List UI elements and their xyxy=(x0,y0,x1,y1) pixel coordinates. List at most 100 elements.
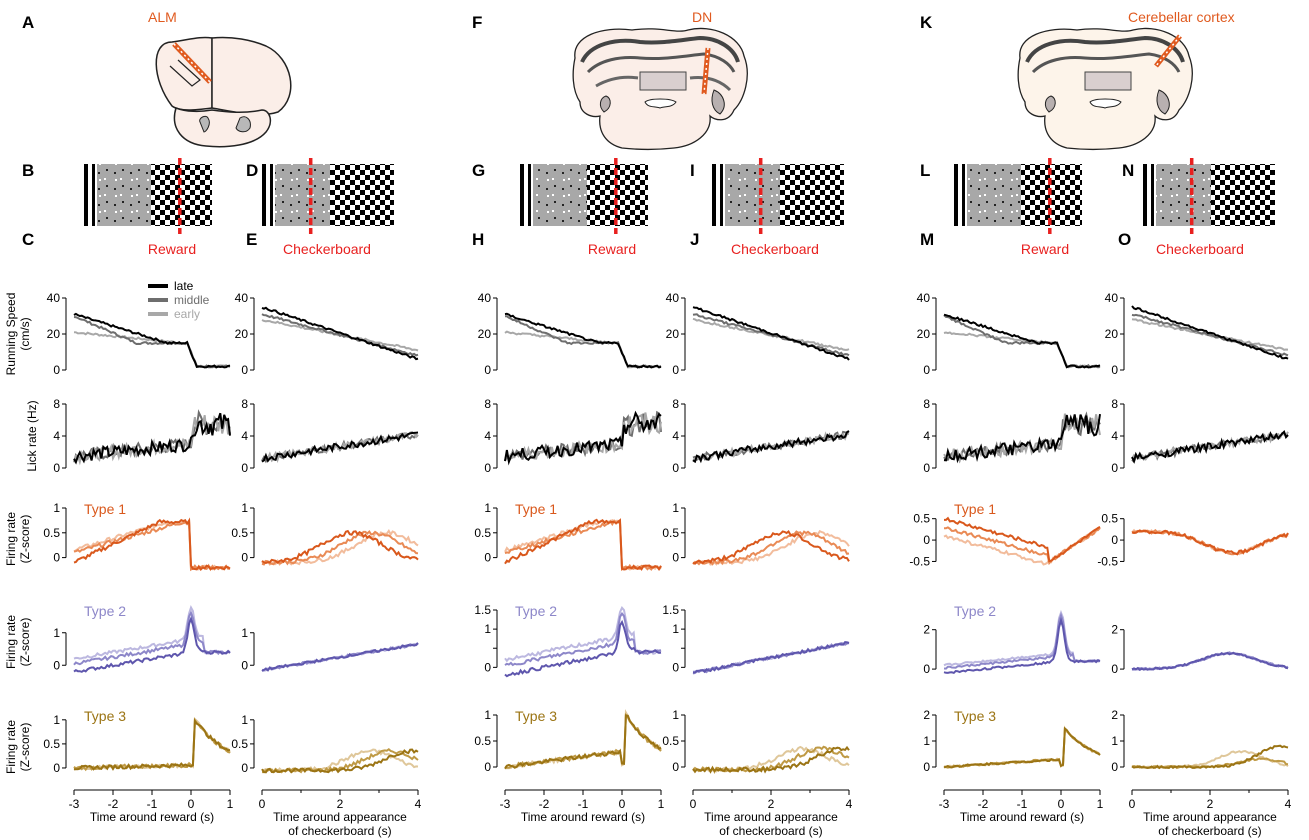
x-tick-label: 0 xyxy=(259,797,266,811)
y-tick-label: 0.5 xyxy=(231,737,248,751)
wall-bar xyxy=(712,164,716,226)
y-tick-label: 0 xyxy=(484,760,491,774)
y-tick-label: 40 xyxy=(666,291,680,305)
panel-letter-E: E xyxy=(246,230,257,249)
series-line xyxy=(261,431,419,463)
type-label: Type 2 xyxy=(84,603,126,619)
y-tick-label: 0 xyxy=(1111,363,1118,377)
subplot-dn-speed-reward: 0 20 40 xyxy=(478,291,662,377)
y-tick-label: 40 xyxy=(478,291,492,305)
subplot-dn-t1-checker: 00.51 xyxy=(662,501,850,566)
y-tick-label: 0 xyxy=(53,761,60,775)
y-tick-label: 0 xyxy=(484,660,491,674)
y-tick-label: 40 xyxy=(235,291,249,305)
y-tick-label: 20 xyxy=(917,327,931,341)
wall-bar xyxy=(1143,164,1147,226)
series-line xyxy=(943,609,1100,667)
subplot-alm-lick-reward: 0 4 8 xyxy=(53,397,231,475)
corridor-schematic: Checkerboard xyxy=(1143,158,1275,257)
x-tick-label: 4 xyxy=(415,797,422,811)
y-tick-label: 0 xyxy=(672,363,679,377)
random-dot-section xyxy=(97,164,151,226)
y-tick-label: 0 xyxy=(923,662,930,676)
series-line xyxy=(504,519,662,572)
y-tick-label: 0 xyxy=(241,761,248,775)
y-tick-label: 1 xyxy=(241,626,248,640)
type-label: Type 2 xyxy=(515,603,557,619)
y-tick-label: 0 xyxy=(53,658,60,672)
y-tick-label: 0 xyxy=(53,551,60,565)
subplot-cc-t1-checker: -0.5 0 0.5 xyxy=(1097,512,1289,568)
series-line xyxy=(73,717,231,771)
x-tick-label: -2 xyxy=(539,797,550,811)
y-tick-label: 1 xyxy=(1111,734,1118,748)
y-tick-label: 4 xyxy=(1111,429,1118,443)
y-axis-title: (Z-score) xyxy=(18,515,32,564)
series-line xyxy=(1131,651,1289,672)
random-dot-section xyxy=(275,164,330,226)
y-axis-title: Firing rate xyxy=(4,512,18,566)
y-tick-label: 40 xyxy=(1105,291,1119,305)
checkerboard-section xyxy=(780,164,844,226)
y-tick-label: 0 xyxy=(923,533,930,547)
y-tick-label: 0 xyxy=(241,461,248,475)
y-tick-label: 4 xyxy=(53,429,60,443)
y-tick-label: -0.5 xyxy=(909,554,930,568)
panel-letter-C: C xyxy=(22,230,34,249)
series-line xyxy=(692,530,850,565)
series-line xyxy=(1131,431,1289,461)
y-tick-label: 0 xyxy=(241,551,248,565)
subplot-alm-t1-reward: 0 0.5 1 Type 1 xyxy=(43,501,231,572)
event-label-reward: Reward xyxy=(148,241,196,257)
series-line xyxy=(261,530,419,566)
corridor-schematic: Reward xyxy=(520,158,648,257)
subplot-cc-lick-reward: 0 4 8 xyxy=(923,397,1101,475)
y-tick-label: 0 xyxy=(484,363,491,377)
x-axis-title: Time around appearance xyxy=(704,810,838,824)
x-tick-label: 2 xyxy=(337,797,344,811)
x-axis-title: of checkerboard (s) xyxy=(1158,824,1261,838)
series-line xyxy=(73,610,231,666)
x-axis-title: Time around reward (s) xyxy=(521,810,645,824)
y-tick-label: 1 xyxy=(672,708,679,722)
panel-letter-M: M xyxy=(920,230,934,249)
series-line xyxy=(943,726,1101,769)
series-line xyxy=(504,714,662,770)
x-axis-cc-reward: -3 -2 -1 0 1 Time around reward (s) xyxy=(939,789,1104,824)
y-axis-titles: Running Speed (cm/s) Lick rate (Hz) Firing … xyxy=(4,293,39,774)
event-label-checkerboard: Checkerboard xyxy=(1156,241,1244,257)
panel-letter-L: L xyxy=(920,161,930,180)
series-line xyxy=(692,530,850,566)
x-tick-label: -3 xyxy=(500,797,511,811)
y-tick-label: 20 xyxy=(235,327,249,341)
wall-bar xyxy=(1151,164,1154,226)
event-label-reward: Reward xyxy=(588,241,636,257)
x-tick-label: 1 xyxy=(658,797,665,811)
subplot-cc-t2-reward: 0 2 Type 2 xyxy=(923,603,1101,676)
y-tick-label: 0 xyxy=(241,363,248,377)
series-line xyxy=(504,410,662,466)
y-axis-title: (Z-score) xyxy=(18,723,32,772)
x-tick-label: 0 xyxy=(1129,797,1136,811)
panel-letter-A: A xyxy=(22,13,34,32)
series-line xyxy=(261,748,419,774)
y-tick-label: -0.5 xyxy=(1097,554,1118,568)
subplot-dn-t2-reward: 0 1 1.5 Type 2 xyxy=(474,603,662,678)
y-axis-title: Lick rate (Hz) xyxy=(25,400,39,471)
type-label: Type 3 xyxy=(84,708,126,724)
corridor-schematic: Reward xyxy=(84,158,212,257)
series-line xyxy=(692,745,850,774)
wall-bar xyxy=(270,164,273,226)
series-line xyxy=(504,619,662,678)
series-line xyxy=(692,306,850,361)
y-tick-label: 20 xyxy=(1105,327,1119,341)
series-line xyxy=(1131,305,1289,360)
x-tick-label: -1 xyxy=(147,797,158,811)
legend-label-middle: middle xyxy=(174,293,210,307)
legend-label-early: early xyxy=(174,307,200,321)
series-line xyxy=(943,313,1101,369)
type-label: Type 1 xyxy=(515,501,557,517)
subplot-cc-t3-reward: 0 1 2 Type 3 xyxy=(923,708,1101,774)
panel-letter-K: K xyxy=(920,13,933,32)
